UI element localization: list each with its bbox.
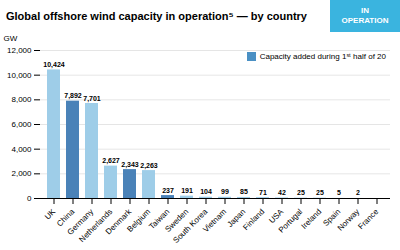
svg-text:South Korea: South Korea xyxy=(171,207,210,245)
svg-text:2: 2 xyxy=(356,189,360,196)
svg-text:12,000: 12,000 xyxy=(7,46,32,55)
svg-text:237: 237 xyxy=(162,187,174,194)
svg-text:Netherlands: Netherlands xyxy=(77,207,115,245)
svg-text:Spain: Spain xyxy=(321,207,343,228)
svg-text:Germany: Germany xyxy=(65,207,96,237)
html-text:Capacity added during 1ˢᵗ half: Capacity added during 1ˢᵗ half of 20 xyxy=(259,52,386,61)
svg-text:10,000: 10,000 xyxy=(7,71,32,80)
svg-text:Sweden: Sweden xyxy=(163,207,191,234)
svg-text:25: 25 xyxy=(316,189,324,196)
svg-text:Japan: Japan xyxy=(225,207,248,229)
svg-text:Denmark: Denmark xyxy=(103,207,134,237)
svg-text:USA: USA xyxy=(267,207,286,226)
svg-text:Belgium: Belgium xyxy=(125,207,152,234)
svg-text:85: 85 xyxy=(240,188,248,195)
svg-text:5: 5 xyxy=(337,189,341,196)
html-text:IN: IN xyxy=(361,6,369,16)
svg-text:UK: UK xyxy=(43,207,58,222)
svg-text:4,000: 4,000 xyxy=(11,145,32,154)
svg-text:7,701: 7,701 xyxy=(83,95,101,103)
svg-text:GW: GW xyxy=(4,34,18,43)
svg-text:China: China xyxy=(55,207,77,229)
svg-text:Finland: Finland xyxy=(241,207,266,232)
svg-text:Norway: Norway xyxy=(336,207,362,233)
svg-text:2,343: 2,343 xyxy=(121,161,139,169)
html-text:Global offshore wind capacity: Global offshore wind capacity in operati… xyxy=(6,10,307,22)
svg-text:2,000: 2,000 xyxy=(11,169,32,178)
svg-text:7,892: 7,892 xyxy=(64,92,82,100)
svg-text:71: 71 xyxy=(259,189,267,196)
svg-text:0: 0 xyxy=(27,194,32,203)
svg-text:10,424: 10,424 xyxy=(43,61,65,69)
svg-text:42: 42 xyxy=(278,189,286,196)
html-text:OPERATION: OPERATION xyxy=(341,16,389,25)
svg-text:191: 191 xyxy=(181,187,193,194)
svg-text:2,263: 2,263 xyxy=(140,162,158,170)
svg-text:Ireland: Ireland xyxy=(300,207,324,231)
svg-text:99: 99 xyxy=(221,188,229,195)
svg-text:8,000: 8,000 xyxy=(11,95,32,104)
svg-text:Portugal: Portugal xyxy=(277,207,305,235)
svg-text:France: France xyxy=(356,207,380,231)
svg-text:2,627: 2,627 xyxy=(102,157,120,165)
svg-text:Taiwan: Taiwan xyxy=(147,207,172,232)
svg-text:25: 25 xyxy=(297,189,305,196)
svg-text:6,000: 6,000 xyxy=(11,120,32,129)
svg-text:Vietnam: Vietnam xyxy=(201,207,228,234)
svg-text:104: 104 xyxy=(200,188,212,195)
